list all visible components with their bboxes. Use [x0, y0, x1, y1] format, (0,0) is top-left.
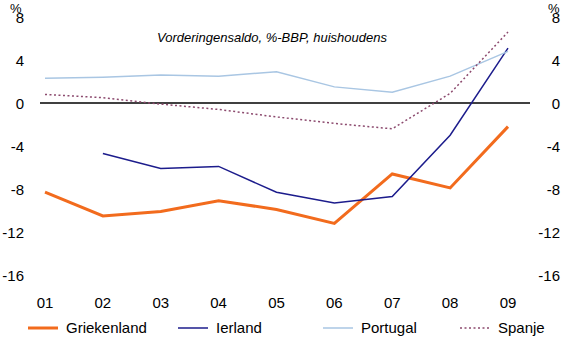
legend-swatch — [28, 327, 58, 330]
x-tick-label: 06 — [326, 294, 343, 311]
y2-tick-label: -4 — [547, 138, 560, 155]
legend-label: Griekenland — [66, 319, 147, 336]
x-tick-label: 04 — [210, 294, 227, 311]
y2-tick-label: -12 — [538, 224, 560, 241]
legend-swatch — [460, 327, 490, 329]
chart: -16-12-8-4048-16-12-8-4048%%010203040506… — [0, 0, 584, 345]
legend-label: Spanje — [498, 319, 545, 336]
y-tick-label: -4 — [11, 138, 24, 155]
series-line — [103, 48, 508, 203]
y-tick-label: -16 — [2, 267, 24, 284]
plot-lines — [45, 32, 508, 223]
y2-tick-label: -16 — [538, 267, 560, 284]
x-tick-label: 01 — [37, 294, 54, 311]
x-tick-label: 09 — [500, 294, 517, 311]
x-tick-label: 07 — [384, 294, 401, 311]
x-tick-label: 02 — [95, 294, 112, 311]
legend-swatch — [178, 327, 208, 329]
legend-label: Portugal — [361, 319, 417, 336]
y2-tick-label: 4 — [552, 52, 560, 69]
x-tick-label: 05 — [268, 294, 285, 311]
series-line — [45, 127, 508, 224]
series-line — [45, 51, 508, 92]
legend-label: Ierland — [216, 319, 262, 336]
y-tick-label: 0 — [16, 95, 24, 112]
y-label: % — [10, 1, 22, 16]
y-tick-label: -8 — [11, 181, 24, 198]
legend-swatch — [323, 327, 353, 329]
title: Vorderingensaldo, %-BBP, huishoudens — [157, 30, 387, 45]
zero-line — [40, 102, 530, 104]
y2-tick-label: 0 — [552, 95, 560, 112]
x-tick-label: 08 — [442, 294, 459, 311]
y-tick-label: -12 — [2, 224, 24, 241]
series-line — [45, 32, 508, 129]
x-tick-label: 03 — [152, 294, 169, 311]
y2-label: % — [548, 1, 560, 16]
y-tick-label: 4 — [16, 52, 24, 69]
y2-tick-label: -8 — [547, 181, 560, 198]
